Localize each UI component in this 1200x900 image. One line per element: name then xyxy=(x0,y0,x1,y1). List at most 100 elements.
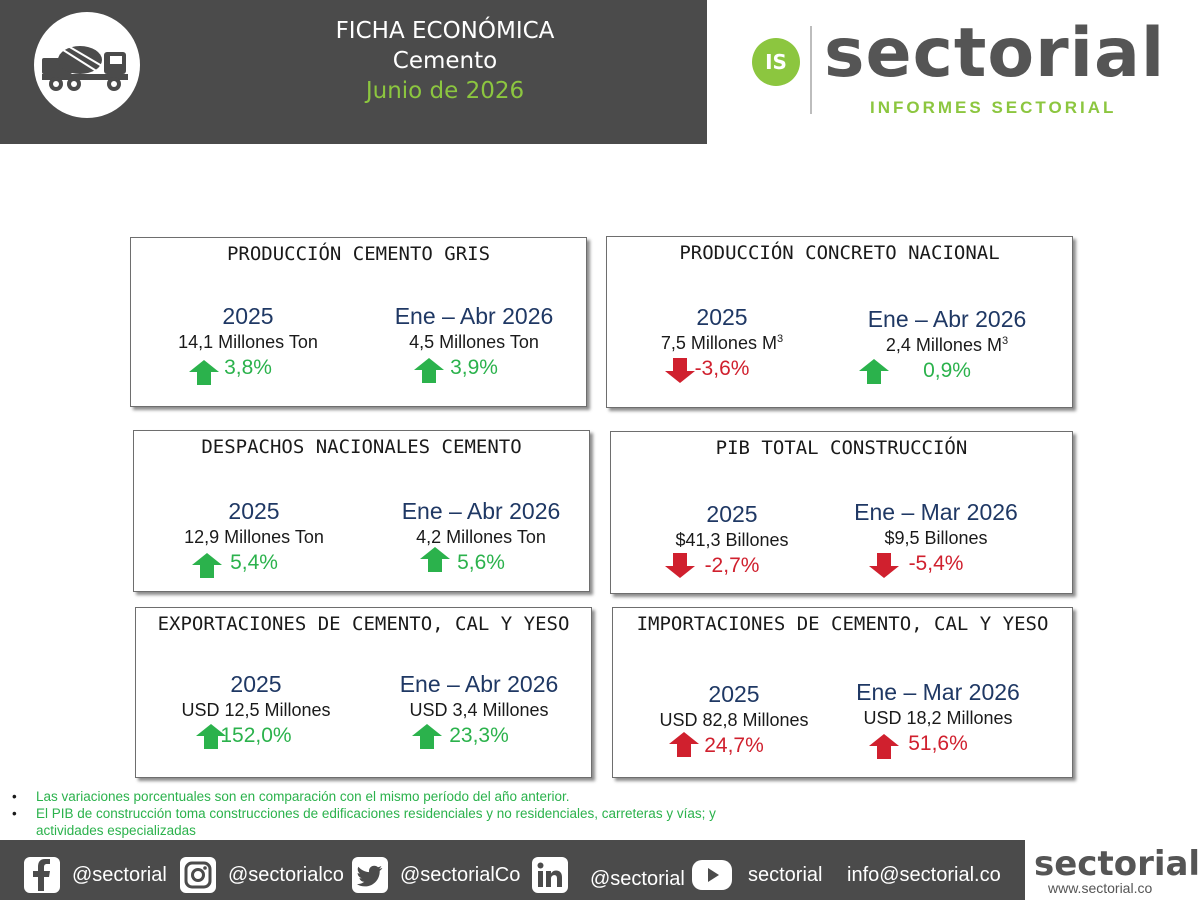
period-label: Ene – Mar 2026 xyxy=(854,499,1018,525)
footnote: Las variaciones porcentuales son en comp… xyxy=(12,788,732,805)
footer-band xyxy=(0,840,1025,900)
change-label: 152,0% xyxy=(220,724,292,747)
card-right-col: Ene – Mar 2026 USD 18,2 Millones 51,6% xyxy=(833,678,1043,758)
twitter-icon xyxy=(352,857,388,893)
cement-mixer-truck-icon xyxy=(42,45,128,91)
social-youtube[interactable]: sectorial xyxy=(692,856,822,894)
period-label: Ene – Abr 2026 xyxy=(867,306,1027,332)
value-label: 4,2 Millones Ton xyxy=(416,527,546,547)
value-label: USD 12,5 Millones xyxy=(181,700,331,720)
change-label: 24,7% xyxy=(704,734,764,757)
period-label: Ene – Abr 2026 xyxy=(394,303,554,329)
change-label: 0,9% xyxy=(923,359,971,382)
change-label: 5,6% xyxy=(457,551,505,574)
is-badge: IS xyxy=(752,38,800,86)
period-label: 2025 xyxy=(228,498,280,524)
youtube-icon xyxy=(692,860,732,890)
value-label: 14,1 Millones Ton xyxy=(178,332,318,352)
card-left-col: 2025 12,9 Millones Ton 5,4% xyxy=(149,497,359,577)
change-label: 5,4% xyxy=(230,551,278,574)
period-label: 2025 xyxy=(230,671,282,697)
value-label: 7,5 Millones M3 xyxy=(660,333,784,353)
card-title: IMPORTACIONES DE CEMENTO, CAL Y YESO xyxy=(636,613,1049,635)
facebook-handle[interactable]: @sectorial xyxy=(72,863,167,886)
card-left-col: 2025 14,1 Millones Ton 3,8% xyxy=(143,302,353,382)
change-label: -5,4% xyxy=(908,552,964,575)
change-label: 3,8% xyxy=(224,356,272,379)
change-label: -3,6% xyxy=(694,357,750,380)
card-right-col: Ene – Abr 2026 4,2 Millones Ton 5,6% xyxy=(376,497,586,577)
linkedin-icon xyxy=(532,857,568,893)
card-right-col: Ene – Abr 2026 4,5 Millones Ton 3,9% xyxy=(369,302,579,382)
arrow-up-red-icon xyxy=(869,734,899,759)
email-link[interactable]: info@sectorial.co xyxy=(847,863,1001,886)
card-produccion-cemento-gris: PRODUCCIÓN CEMENTO GRIS 2025 14,1 Millon… xyxy=(130,237,587,407)
card-despachos: DESPACHOS NACIONALES CEMENTO 2025 12,9 M… xyxy=(133,430,590,592)
period-label: 2025 xyxy=(696,304,748,330)
footnote: El PIB de construcción toma construccion… xyxy=(12,805,732,839)
arrow-down-icon xyxy=(869,553,899,578)
value-label: 4,5 Millones Ton xyxy=(409,332,539,352)
social-facebook[interactable]: @sectorial xyxy=(24,856,167,894)
arrow-up-icon xyxy=(420,547,450,572)
value-label: USD 18,2 Millones xyxy=(863,708,1013,728)
brand-divider xyxy=(810,26,812,114)
card-pib: PIB TOTAL CONSTRUCCIÓN 2025 $41,3 Billon… xyxy=(610,431,1073,594)
arrow-up-icon xyxy=(412,724,442,749)
period-label: Ene – Abr 2026 xyxy=(399,671,559,697)
facebook-icon xyxy=(24,857,60,893)
footer-brand[interactable]: sectorial www.sectorial.co xyxy=(1034,844,1200,900)
card-title: PIB TOTAL CONSTRUCCIÓN xyxy=(715,437,968,459)
period-label: 2025 xyxy=(706,501,758,527)
card-left-col: 2025 $41,3 Billones -2,7% xyxy=(627,500,837,580)
card-exportaciones: EXPORTACIONES DE CEMENTO, CAL Y YESO 202… xyxy=(135,607,592,778)
card-title: PRODUCCIÓN CEMENTO GRIS xyxy=(226,243,491,265)
youtube-handle[interactable]: sectorial xyxy=(748,863,823,886)
arrow-down-icon xyxy=(665,553,695,578)
instagram-icon xyxy=(180,857,216,893)
instagram-handle[interactable]: @sectorialco xyxy=(228,863,344,886)
value-label: USD 3,4 Millones xyxy=(409,700,549,720)
social-twitter[interactable]: @sectorialCo xyxy=(352,856,520,894)
card-produccion-concreto: PRODUCCIÓN CONCRETO NACIONAL 2025 7,5 Mi… xyxy=(606,236,1073,408)
change-label: 23,3% xyxy=(449,724,509,747)
card-right-col: Ene – Abr 2026 2,4 Millones M3 0,9% xyxy=(842,305,1052,385)
arrow-up-icon xyxy=(192,553,222,578)
card-title: DESPACHOS NACIONALES CEMENTO xyxy=(201,436,522,458)
card-title: PRODUCCIÓN CONCRETO NACIONAL xyxy=(679,242,1000,264)
card-left-col: 2025 USD 12,5 Millones 152,0% xyxy=(151,670,361,750)
period-label: 2025 xyxy=(222,303,274,329)
value-label: 2,4 Millones M3 xyxy=(885,335,1009,355)
header-title: FICHA ECONÓMICA xyxy=(335,18,555,44)
period-label: Ene – Mar 2026 xyxy=(856,679,1020,705)
arrow-up-icon xyxy=(196,724,226,749)
header-subject: Cemento xyxy=(392,48,498,74)
value-label: $41,3 Billones xyxy=(675,530,789,550)
footnotes: Las variaciones porcentuales son en comp… xyxy=(12,788,732,839)
arrow-up-icon xyxy=(859,359,889,384)
card-importaciones: IMPORTACIONES DE CEMENTO, CAL Y YESO 202… xyxy=(612,607,1073,778)
contact-email[interactable]: info@sectorial.co xyxy=(847,856,1001,894)
footer-website[interactable]: www.sectorial.co xyxy=(1048,880,1153,896)
value-label: $9,5 Billones xyxy=(884,528,988,548)
header-title-block: FICHA ECONÓMICA Cemento Junio de 2026 xyxy=(260,16,630,106)
card-right-col: Ene – Abr 2026 USD 3,4 Millones 23,3% xyxy=(374,670,584,750)
value-label: 12,9 Millones Ton xyxy=(184,527,324,547)
arrow-up-icon xyxy=(414,358,444,383)
period-label: Ene – Abr 2026 xyxy=(401,498,561,524)
card-left-col: 2025 7,5 Millones M3 -3,6% xyxy=(617,303,827,383)
footer-brand-wordmark: sectorial xyxy=(1034,844,1200,884)
linkedin-handle[interactable]: @sectorial xyxy=(590,867,685,890)
twitter-handle[interactable]: @sectorialCo xyxy=(400,863,521,886)
brand-tagline: INFORMES SECTORIAL xyxy=(870,98,1117,117)
card-left-col: 2025 USD 82,8 Millones 24,7% xyxy=(629,680,839,760)
card-title: EXPORTACIONES DE CEMENTO, CAL Y YESO xyxy=(157,613,570,635)
arrow-up-icon xyxy=(189,360,219,385)
arrow-down-icon xyxy=(665,358,695,383)
change-label: 3,9% xyxy=(450,356,498,379)
change-label: 51,6% xyxy=(908,732,968,755)
brand-logo: IS sectorial INFORMES SECTORIAL xyxy=(752,14,1164,120)
social-instagram[interactable]: @sectorialco xyxy=(180,856,344,894)
period-label: 2025 xyxy=(708,681,760,707)
social-linkedin[interactable]: @sectorial xyxy=(532,856,685,894)
